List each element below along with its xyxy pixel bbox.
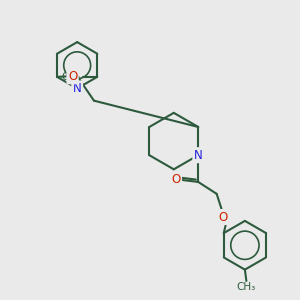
Text: CH₃: CH₃ xyxy=(62,72,81,82)
Text: O: O xyxy=(68,70,77,83)
Text: N: N xyxy=(194,149,203,162)
Text: O: O xyxy=(218,211,227,224)
Text: N: N xyxy=(73,82,82,95)
Text: O: O xyxy=(171,173,181,186)
Text: CH₃: CH₃ xyxy=(237,282,256,292)
